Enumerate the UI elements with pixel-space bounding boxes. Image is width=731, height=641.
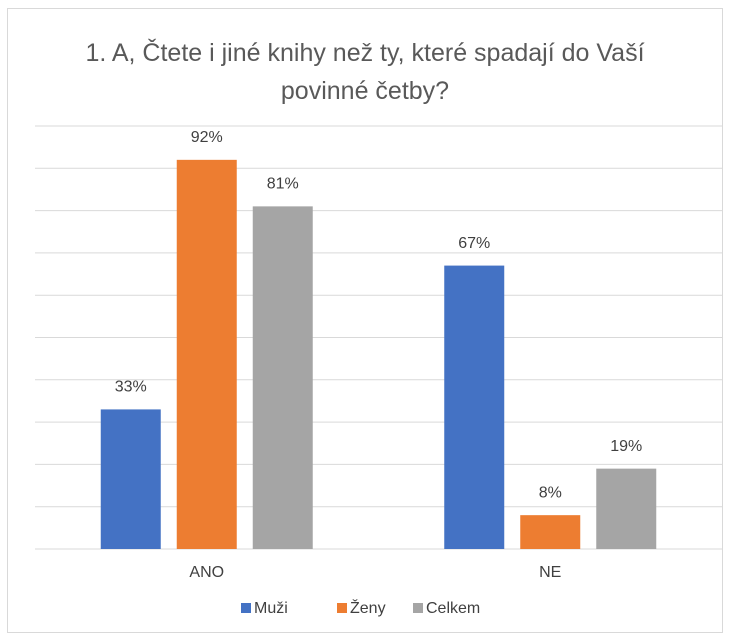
legend-swatch [413,603,423,613]
legend-label: Celkem [426,600,480,617]
data-label: 81% [267,176,299,193]
data-label: 33% [115,379,147,396]
legend-swatch [241,603,251,613]
bar [252,206,313,549]
data-label: 19% [610,438,642,455]
bar [596,468,657,549]
bar [100,409,161,549]
legend-swatch [337,603,347,613]
chart-title: 1. A, Čtete i jiné knihy než ty, které s… [85,39,645,105]
x-tick-label: NE [539,564,561,581]
data-label: 92% [191,129,223,146]
bar [520,515,581,549]
data-label: 67% [458,235,490,252]
x-tick-label: ANO [189,564,224,581]
legend-label: Muži [254,600,288,617]
bar [176,159,237,549]
data-label: 8% [539,484,562,501]
bar [444,265,505,549]
legend-label: Ženy [350,598,386,617]
